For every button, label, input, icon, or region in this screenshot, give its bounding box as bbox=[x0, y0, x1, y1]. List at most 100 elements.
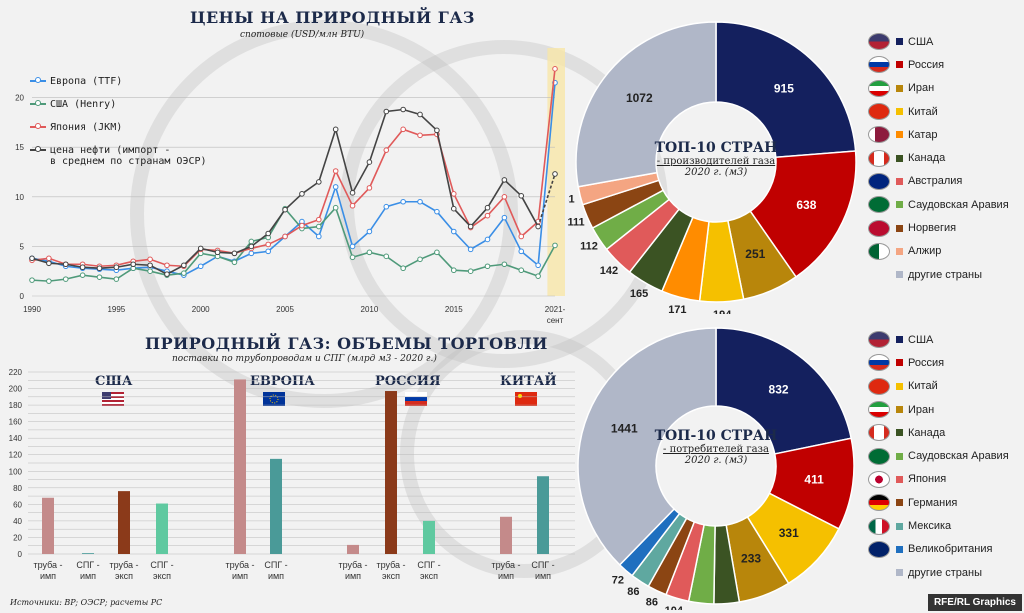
legend-swatch bbox=[896, 61, 903, 68]
producers-legend-item: Саудовская Аравия bbox=[868, 193, 1009, 216]
data-point bbox=[182, 271, 187, 276]
slice-label: 165 bbox=[630, 288, 648, 300]
data-point bbox=[97, 275, 102, 280]
data-point bbox=[468, 247, 473, 252]
bar-label: эксп bbox=[420, 571, 438, 581]
legend-item-oil: цена нефти (импорт - в среднем по страна… bbox=[30, 145, 240, 167]
legend-swatch bbox=[896, 85, 903, 92]
data-point bbox=[232, 251, 237, 256]
data-point bbox=[553, 172, 558, 177]
data-point bbox=[384, 254, 389, 259]
data-point bbox=[198, 264, 203, 269]
data-point bbox=[468, 224, 473, 229]
data-point bbox=[468, 269, 473, 274]
data-point bbox=[148, 257, 153, 262]
legend-marker-usa bbox=[30, 99, 46, 109]
y-tick-label: 160 bbox=[9, 418, 23, 427]
au-flag-icon bbox=[868, 173, 890, 190]
data-point bbox=[435, 128, 440, 133]
bar-3-1 bbox=[537, 476, 549, 554]
data-point bbox=[80, 265, 85, 270]
x-tick-label: 1995 bbox=[107, 305, 125, 314]
data-point bbox=[519, 268, 524, 273]
x-tick-label: 2021- bbox=[545, 305, 566, 314]
ir-flag-icon bbox=[868, 401, 890, 418]
data-point bbox=[266, 231, 271, 236]
slice-label: 233 bbox=[741, 552, 761, 566]
legend-label: Великобритания bbox=[908, 543, 992, 555]
legend-label: Китай bbox=[908, 380, 938, 392]
data-point bbox=[502, 178, 507, 183]
producers-legend-item: Иран bbox=[868, 77, 1009, 100]
y-tick-label: 10 bbox=[15, 193, 24, 202]
y-tick-label: 20 bbox=[15, 94, 24, 103]
bar-2-2 bbox=[423, 521, 435, 554]
consumers-legend-item: Саудовская Аравия bbox=[868, 444, 1009, 467]
cn-flag-icon bbox=[868, 103, 890, 120]
data-point bbox=[283, 207, 288, 212]
cn-flag-icon bbox=[868, 378, 890, 395]
data-point bbox=[182, 263, 187, 268]
producers-legend-item: Россия bbox=[868, 53, 1009, 76]
consumers-legend-item: Великобритания bbox=[868, 538, 1009, 561]
data-point bbox=[519, 194, 524, 199]
data-point bbox=[536, 274, 541, 279]
data-point bbox=[451, 229, 456, 234]
data-point bbox=[148, 269, 153, 274]
legend-item-japan: Япония (JKM) bbox=[30, 122, 240, 133]
bar-0-1 bbox=[82, 553, 94, 554]
x-tick-label: 2000 bbox=[192, 305, 210, 314]
legend-label: Саудовская Аравия bbox=[908, 199, 1009, 211]
bar-label: труба - bbox=[376, 560, 405, 570]
sa-flag-icon bbox=[868, 196, 890, 213]
data-point bbox=[249, 239, 254, 244]
legend-swatch bbox=[896, 523, 903, 530]
bar-3-0 bbox=[500, 517, 512, 554]
legend-swatch bbox=[896, 499, 903, 506]
producers-legend-item: Норвегия bbox=[868, 216, 1009, 239]
data-point bbox=[165, 263, 170, 268]
legend-swatch bbox=[896, 131, 903, 138]
producers-center-text: ТОП-10 СТРАН - производителей газа 2020 … bbox=[646, 140, 786, 178]
data-point bbox=[401, 127, 406, 132]
data-point bbox=[350, 203, 355, 208]
y-tick-label: 15 bbox=[15, 143, 24, 152]
legend-swatch bbox=[896, 476, 903, 483]
legend-label: Канада bbox=[908, 427, 945, 439]
legend-label: Россия bbox=[908, 357, 944, 369]
x-tick-label: 2010 bbox=[361, 305, 379, 314]
price-chart-subtitle: спотовые (USD/млн BTU) bbox=[240, 30, 364, 40]
legend-label-oil-line1: цена нефти (импорт - bbox=[50, 145, 170, 156]
x-tick-label: 1990 bbox=[23, 305, 41, 314]
legend-label-europe: Европа (TTF) bbox=[50, 76, 122, 87]
y-tick-label: 80 bbox=[13, 484, 22, 493]
producers-center-line3: 2020 г. (м3) bbox=[646, 167, 786, 178]
bar-label: труба - bbox=[338, 560, 367, 570]
slice-label: 638 bbox=[796, 198, 816, 212]
data-point bbox=[384, 109, 389, 114]
data-point bbox=[435, 209, 440, 214]
data-point bbox=[47, 256, 52, 261]
legend-swatch bbox=[896, 248, 903, 255]
consumers-legend-item: Китай bbox=[868, 375, 1009, 398]
y-tick-label: 140 bbox=[9, 434, 23, 443]
slice-label: 81 bbox=[568, 194, 575, 206]
data-point bbox=[114, 265, 119, 270]
mx-flag-icon bbox=[868, 518, 890, 535]
slice-label: 171 bbox=[668, 304, 686, 314]
bar-label: труба - bbox=[33, 560, 62, 570]
slice-label: 411 bbox=[804, 472, 824, 486]
legend-swatch bbox=[896, 178, 903, 185]
data-point bbox=[317, 224, 322, 229]
data-point bbox=[317, 180, 322, 185]
legend-label: Япония bbox=[908, 473, 946, 485]
data-point bbox=[485, 237, 490, 242]
data-point bbox=[47, 261, 52, 266]
y-tick-label: 120 bbox=[9, 451, 23, 460]
legend-label: Китай bbox=[908, 106, 938, 118]
legend-swatch bbox=[896, 271, 903, 278]
data-point bbox=[350, 191, 355, 196]
data-point bbox=[367, 186, 372, 191]
bar-2-1 bbox=[385, 391, 397, 554]
bar-label: СПГ - bbox=[531, 560, 554, 570]
